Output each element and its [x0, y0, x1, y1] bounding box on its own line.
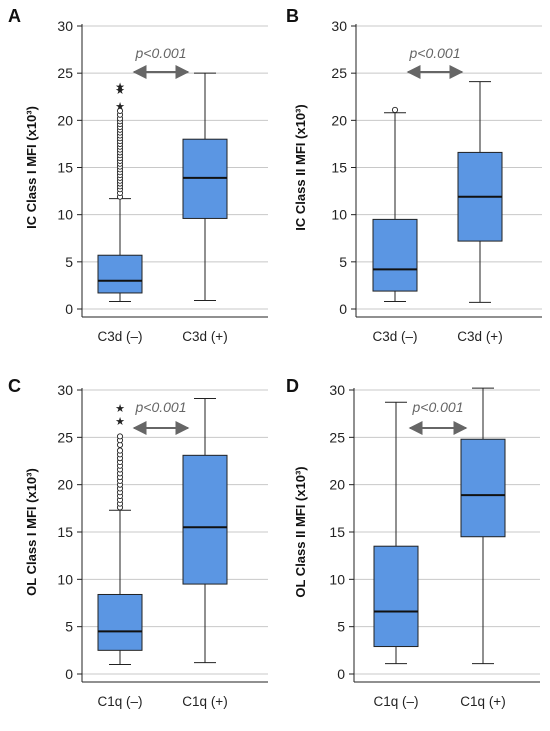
box-1: C3d (+) [457, 81, 503, 344]
x-category-label: C1q (–) [97, 694, 142, 709]
y-tick-label: 30 [329, 382, 345, 398]
y-tick-label: 10 [57, 571, 73, 587]
iqr-box [460, 438, 506, 538]
box-0: C3d (–) [372, 106, 418, 344]
extreme-outlier-point: ★ [115, 85, 125, 97]
y-axis-label: OL Class I MFI (x10³) [24, 468, 39, 596]
outlier-point [116, 433, 124, 440]
y-tick-label: 25 [329, 429, 345, 445]
y-tick-label: 5 [339, 254, 347, 270]
x-category-label: C3d (+) [457, 329, 502, 344]
p-value-annotation: p<0.001 [412, 399, 464, 415]
x-category-label: C3d (–) [372, 329, 417, 344]
x-category-label: C1q (+) [460, 694, 505, 709]
box-0: ★★ C1q (–) [97, 403, 142, 709]
panel-letter: D [286, 376, 299, 396]
y-tick-label: 5 [337, 619, 345, 635]
y-tick-label: 30 [57, 382, 73, 398]
box-0: C1q (–) [373, 401, 419, 709]
y-tick-label: 15 [57, 160, 73, 176]
extreme-outlier-point: ★ [115, 81, 125, 93]
x-category-label: C3d (–) [97, 329, 142, 344]
p-value-annotation: p<0.001 [135, 399, 187, 415]
p-value-annotation: p<0.001 [409, 45, 461, 61]
y-tick-label: 20 [329, 477, 345, 493]
y-tick-label: 10 [331, 207, 347, 223]
x-category-label: C1q (+) [182, 694, 227, 709]
panel-b: B 0 5 10 15 20 25 30 IC Class II MFI (x10³) C3d (… [286, 6, 542, 344]
y-tick-label: 10 [57, 207, 73, 223]
y-axis-label: OL Class II MFI (x10³) [293, 466, 308, 597]
iqr-box [97, 254, 143, 294]
outlier-point [116, 107, 124, 114]
box-1: C1q (+) [182, 398, 228, 709]
y-tick-label: 15 [57, 524, 73, 540]
y-tick-label: 0 [339, 301, 347, 317]
extreme-outlier-point: ★ [115, 416, 125, 428]
p-value-annotation: p<0.001 [135, 45, 187, 61]
y-tick-label: 5 [65, 619, 73, 635]
y-tick-label: 25 [57, 429, 73, 445]
y-tick-label: 0 [65, 666, 73, 682]
panel-letter: A [8, 6, 21, 26]
iqr-box [97, 593, 143, 651]
y-tick-label: 10 [329, 571, 345, 587]
extreme-outlier-point: ★ [115, 101, 125, 113]
y-tick-label: 30 [331, 18, 347, 34]
y-tick-label: 20 [57, 477, 73, 493]
iqr-box [182, 454, 228, 585]
y-tick-label: 15 [331, 160, 347, 176]
y-tick-label: 0 [337, 666, 345, 682]
outlier-point [116, 447, 124, 454]
panel-d: D 0 5 10 15 20 25 30 OL Class II MFI (x10³) C1q (… [286, 376, 540, 709]
outlier-point [391, 106, 399, 114]
box-1: C1q (+) [460, 387, 506, 709]
y-axis-label: IC Class I MFI (x10³) [24, 106, 39, 229]
extreme-outlier-point: ★ [115, 403, 125, 415]
y-axis-label: IC Class II MFI (x10³) [293, 104, 308, 230]
y-tick-label: 20 [331, 112, 347, 128]
y-tick-label: 5 [65, 254, 73, 270]
y-tick-label: 25 [331, 65, 347, 81]
box-0: ★★★C3d (–) [97, 81, 142, 344]
x-category-label: C3d (+) [182, 329, 227, 344]
y-tick-label: 0 [65, 301, 73, 317]
box-1: C3d (+) [182, 72, 228, 344]
x-category-label: C1q (–) [373, 694, 418, 709]
y-tick-label: 30 [57, 18, 73, 34]
y-tick-label: 25 [57, 65, 73, 81]
y-tick-label: 15 [329, 524, 345, 540]
iqr-box [372, 218, 418, 292]
y-tick-label: 20 [57, 112, 73, 128]
panel-c: C 0 5 10 15 20 25 30 OL Class I MFI (x10³) ★★ C1q … [8, 376, 268, 709]
panel-letter: C [8, 376, 21, 396]
panel-letter: B [286, 6, 299, 26]
iqr-box [373, 545, 419, 648]
